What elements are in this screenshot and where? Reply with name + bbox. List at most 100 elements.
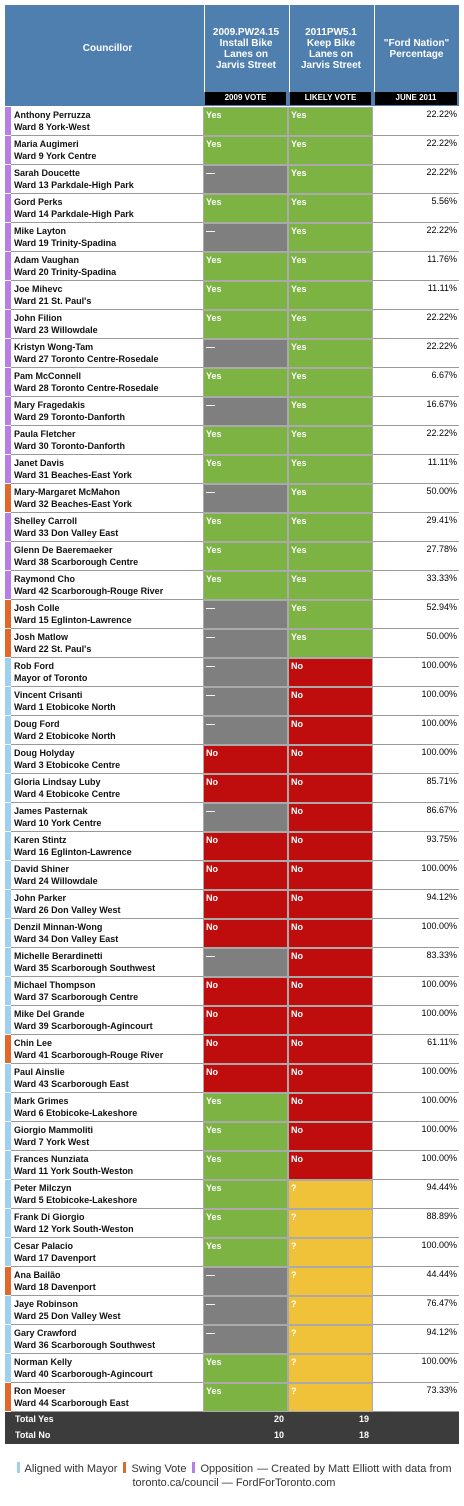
- councillor-name: Pam McConnell: [14, 371, 82, 381]
- councillor-name: Shelley Carroll: [14, 516, 78, 526]
- vote-cell: Yes: [288, 281, 373, 310]
- percentage: 86.67%: [373, 803, 459, 832]
- group-strip: [5, 194, 11, 223]
- vote-cell: Yes: [203, 252, 288, 281]
- group-strip: [5, 571, 11, 600]
- percentage: 83.33%: [373, 948, 459, 977]
- header-cell: "Ford Nation" Percentage: [374, 5, 458, 92]
- ward: Ward 34 Don Valley East: [14, 934, 119, 944]
- ward: Ward 44 Scarborough East: [14, 1398, 129, 1408]
- ward: Mayor of Toronto: [14, 673, 88, 683]
- councillor-cell: Maria Augimeri Ward 9 York Centre: [11, 136, 203, 165]
- vote-cell: Yes: [203, 1093, 288, 1122]
- councillor-name: Mark Grimes: [14, 1096, 69, 1106]
- vote-cell: Yes: [288, 194, 373, 223]
- vote-cell: No: [288, 1006, 373, 1035]
- vote-cell: —: [203, 1296, 288, 1325]
- group-strip: [5, 774, 11, 803]
- councillor-cell: Frances Nunziata Ward 11 York South-Westo…: [11, 1151, 203, 1180]
- vote-cell: Yes: [203, 455, 288, 484]
- ward: Ward 10 York Centre: [14, 818, 102, 828]
- vote-cell: Yes: [288, 397, 373, 426]
- header-cell: 2009.PW24.15 Install Bike Lanes on Jarvi…: [204, 5, 287, 92]
- group-strip: [5, 368, 11, 397]
- vote-cell: Yes: [203, 1238, 288, 1267]
- ward: Ward 21 St. Paul's: [14, 296, 92, 306]
- percentage: 100.00%: [373, 1006, 459, 1035]
- vote-cell: Yes: [203, 136, 288, 165]
- vote-cell: Yes: [203, 281, 288, 310]
- ward: Ward 37 Scarborough Centre: [14, 992, 139, 1002]
- group-strip: [5, 136, 11, 165]
- group-strip: [5, 1354, 11, 1383]
- vote-cell: No: [288, 1151, 373, 1180]
- vote-cell: Yes: [288, 223, 373, 252]
- total-value: 20: [203, 1412, 288, 1428]
- ward: Ward 15 Eglinton-Lawrence: [14, 615, 132, 625]
- vote-cell: Yes: [203, 1383, 288, 1412]
- vote-cell: —: [203, 339, 288, 368]
- percentage: 85.71%: [373, 774, 459, 803]
- councillor-name: Michael Thompson: [14, 980, 96, 990]
- councillor-cell: Doug Holyday Ward 3 Etobicoke Centre: [11, 745, 203, 774]
- councillor-name: Anthony Perruzza: [14, 110, 91, 120]
- vote-cell: No: [288, 774, 373, 803]
- vote-cell: Yes: [203, 194, 288, 223]
- group-strip: [5, 1209, 11, 1238]
- ward: Ward 36 Scarborough Southwest: [14, 1340, 156, 1350]
- councillor-cell: Denzil Minnan-Wong Ward 34 Don Valley Eas…: [11, 919, 203, 948]
- percentage: 50.00%: [373, 629, 459, 658]
- percentage: 100.00%: [373, 919, 459, 948]
- councillor-cell: John Filion Ward 23 Willowdale: [11, 310, 203, 339]
- group-strip: [5, 1267, 11, 1296]
- councillor-cell: Peter Milczyn Ward 5 Etobicoke-Lakeshore: [11, 1180, 203, 1209]
- vote-cell: Yes: [288, 455, 373, 484]
- ward: Ward 26 Don Valley West: [14, 905, 121, 915]
- ward: Ward 3 Etobicoke Centre: [14, 760, 121, 770]
- councillor-name: David Shiner: [14, 864, 70, 874]
- councillor-cell: Ron Moeser Ward 44 Scarborough East: [11, 1383, 203, 1412]
- group-strip: [5, 1238, 11, 1267]
- vote-cell: Yes: [288, 339, 373, 368]
- vote-cell: —: [203, 687, 288, 716]
- councillor-cell: Mary Fragedakis Ward 29 Toronto-Danforth: [11, 397, 203, 426]
- vote-cell: No: [288, 1093, 373, 1122]
- vote-cell: No: [203, 919, 288, 948]
- councillor-cell: Anthony Perruzza Ward 8 York-West: [11, 107, 203, 136]
- councillor-name: Janet Davis: [14, 458, 65, 468]
- group-strip: [5, 803, 11, 832]
- total-value: 10: [203, 1428, 288, 1444]
- vote-cell: No: [288, 1064, 373, 1093]
- group-strip: [5, 1122, 11, 1151]
- vote-cell: —: [203, 600, 288, 629]
- ward: Ward 18 Davenport: [14, 1282, 96, 1292]
- councillor-cell: Gary Crawford Ward 36 Scarborough Southwe…: [11, 1325, 203, 1354]
- ward: Ward 17 Davenport: [14, 1253, 96, 1263]
- vote-cell: ?: [288, 1238, 373, 1267]
- total-blank: [373, 1428, 459, 1444]
- vote-cell: Yes: [203, 107, 288, 136]
- percentage: 44.44%: [373, 1267, 459, 1296]
- vote-cell: No: [203, 861, 288, 890]
- councillor-name: Gloria Lindsay Luby: [14, 777, 101, 787]
- councillor-name: Josh Colle: [14, 603, 60, 613]
- credit: — Created by Matt Elliott with data from…: [132, 1463, 452, 1489]
- group-strip: [5, 1296, 11, 1325]
- councillor-cell: Pam McConnell Ward 28 Toronto Centre-Rose…: [11, 368, 203, 397]
- councillor-name: Gord Perks: [14, 197, 63, 207]
- ward: Ward 7 York West: [14, 1137, 90, 1147]
- group-strip: [5, 1006, 11, 1035]
- group-strip: [5, 948, 11, 977]
- group-strip: [5, 281, 11, 310]
- ward: Ward 40 Scarborough-Agincourt: [14, 1369, 153, 1379]
- vote-cell: No: [288, 716, 373, 745]
- councillor-cell: David Shiner Ward 24 Willowdale: [11, 861, 203, 890]
- ward: Ward 23 Willowdale: [14, 325, 98, 335]
- vote-cell: No: [203, 890, 288, 919]
- total-blank: [373, 1412, 459, 1428]
- vote-cell: ?: [288, 1296, 373, 1325]
- ward: Ward 33 Don Valley East: [14, 528, 119, 538]
- percentage: 100.00%: [373, 1151, 459, 1180]
- group-strip: [5, 252, 11, 281]
- percentage: 22.22%: [373, 310, 459, 339]
